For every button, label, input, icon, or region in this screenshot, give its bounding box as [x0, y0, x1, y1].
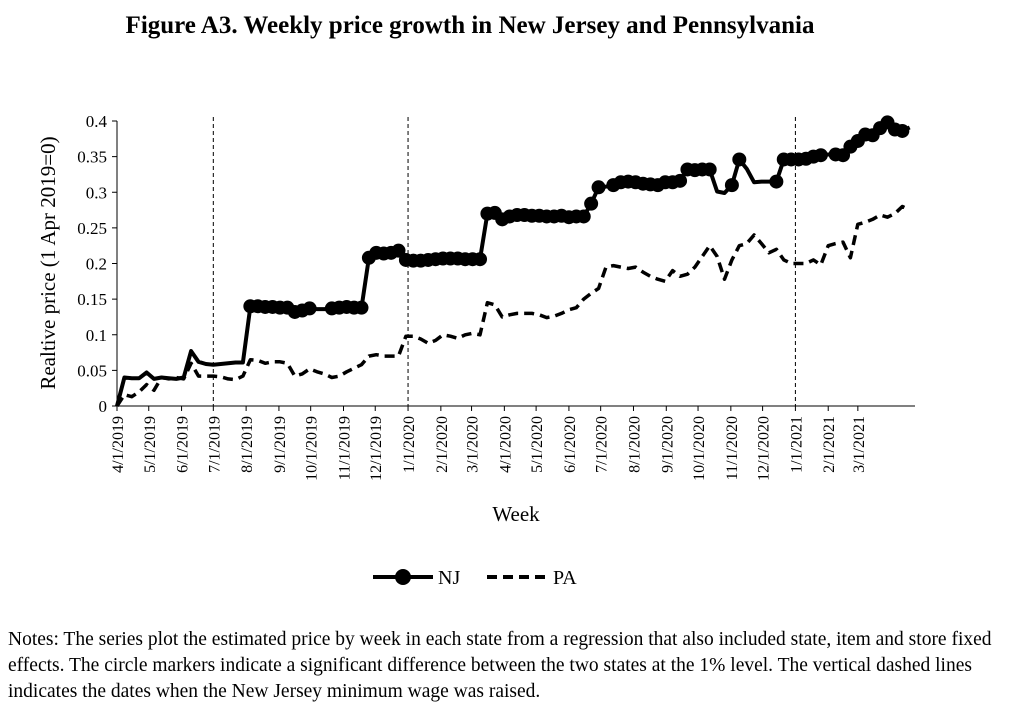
x-tick-label: 1/1/2021: [788, 416, 805, 473]
x-tick-label: 4/1/2019: [110, 416, 127, 473]
tick-labels: 0 0.05 0.1 0.15 0.2 0.25 0.3 0.35 0.4 4/1/2019 5/1…: [77, 112, 868, 481]
series-marker-nj: [584, 196, 599, 211]
series-marker-nj: [302, 301, 317, 316]
x-tick-label: 10/1/2019: [304, 416, 321, 481]
x-tick-label: 11/1/2019: [336, 416, 353, 480]
legend-marker-nj: [395, 569, 411, 585]
series-marker-nj: [673, 173, 688, 188]
legend-label-nj: NJ: [438, 567, 460, 589]
y-tick-label: 0.2: [86, 255, 107, 274]
line-chart: 0 0.05 0.1 0.15 0.2 0.25 0.3 0.35 0.4 4/1/2019 5/1…: [36, 112, 915, 589]
x-tick-label: 8/1/2020: [626, 416, 643, 473]
x-axis-label: Week: [492, 502, 540, 526]
x-tick-label: 3/1/2021: [851, 416, 868, 473]
x-tick-label: 11/1/2020: [724, 416, 741, 480]
x-tick-label: 8/1/2019: [239, 416, 256, 473]
series-marker-nj: [724, 178, 739, 193]
chart-axes: [112, 120, 915, 411]
x-tick-label: 2/1/2021: [821, 416, 838, 473]
x-tick-label: 9/1/2020: [659, 416, 676, 473]
y-tick-label: 0.05: [77, 361, 107, 380]
y-tick-label: 0.4: [86, 112, 108, 131]
x-tick-label: 6/1/2019: [175, 416, 192, 473]
series-line-pa: [115, 204, 911, 407]
x-tick-label: 6/1/2020: [562, 416, 579, 473]
x-tick-label: 12/1/2020: [756, 416, 773, 481]
figure-notes: Notes: The series plot the estimated pri…: [8, 629, 992, 702]
x-tick-label: 9/1/2019: [272, 416, 289, 473]
y-tick-label: 0.3: [86, 183, 107, 202]
series-marker-nj: [591, 180, 606, 195]
x-tick-label: 5/1/2020: [529, 416, 546, 473]
chart-series: [115, 115, 911, 407]
y-tick-label: 0: [99, 397, 108, 416]
x-tick-label: 12/1/2019: [368, 416, 385, 481]
y-tick-label: 0.35: [77, 148, 107, 167]
x-tick-label: 2/1/2020: [434, 416, 451, 473]
series-marker-nj: [732, 152, 747, 167]
x-tick-label: 10/1/2020: [691, 416, 708, 481]
y-axis-label: Realtive price (1 Apr 2019=0): [36, 136, 60, 389]
series-marker-nj: [702, 162, 717, 177]
series-marker-nj: [895, 123, 910, 138]
figure-title: Figure A3. Weekly price growth in New Je…: [125, 12, 815, 39]
x-tick-label: 3/1/2020: [465, 416, 482, 473]
legend: NJ PA: [373, 567, 577, 589]
series-marker-nj: [473, 252, 488, 267]
y-tick-label: 0.15: [77, 290, 107, 309]
min-wage-vlines: [212, 117, 796, 406]
x-tick-label: 4/1/2020: [497, 416, 514, 473]
series-marker-nj: [576, 209, 591, 224]
x-tick-label: 1/1/2020: [401, 416, 418, 473]
x-tick-label: 7/1/2020: [594, 416, 611, 473]
series-marker-nj: [813, 148, 828, 163]
x-tick-label: 5/1/2019: [142, 416, 159, 473]
y-tick-label: 0.25: [77, 219, 107, 238]
y-tick-label: 0.1: [86, 326, 107, 345]
legend-label-pa: PA: [553, 567, 577, 589]
series-marker-nj: [769, 174, 784, 189]
x-tick-label: 7/1/2019: [206, 416, 223, 473]
series-marker-nj: [354, 300, 369, 315]
